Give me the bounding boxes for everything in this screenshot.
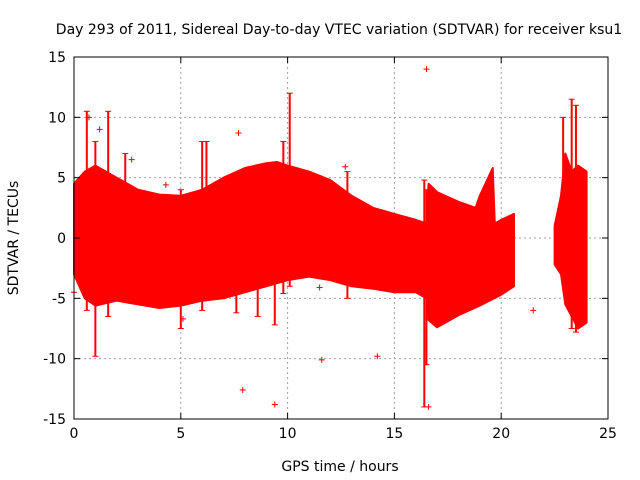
data-band-late	[553, 152, 588, 330]
axis-ticks: 0 5 10 15 20 25 -15 -10 -5 0 5 10 15	[43, 50, 617, 442]
data-point	[128, 156, 135, 163]
data-point	[342, 163, 349, 170]
data-point	[530, 307, 537, 314]
y-tick-label: 10	[48, 110, 66, 126]
data-point	[423, 66, 430, 73]
y-tick-label: 15	[48, 50, 66, 66]
data-point	[239, 387, 246, 394]
y-tick-label: -5	[52, 291, 66, 307]
x-tick-label: 10	[279, 426, 297, 442]
data-point	[96, 126, 103, 133]
data-point	[162, 181, 169, 188]
chart-title: Day 293 of 2011, Sidereal Day-to-day VTE…	[56, 22, 622, 38]
x-axis-label: GPS time / hours	[281, 459, 398, 475]
data-point	[85, 114, 92, 121]
data-marks	[71, 66, 588, 410]
y-tick-label: -10	[43, 352, 66, 368]
y-tick-label: 5	[57, 171, 66, 187]
x-tick-label: 15	[385, 426, 403, 442]
data-point	[179, 315, 186, 322]
data-point	[318, 356, 325, 363]
y-tick-label: -15	[43, 412, 66, 428]
data-band	[73, 161, 515, 329]
y-tick-label: 0	[57, 231, 66, 247]
data-point	[235, 130, 242, 137]
data-point	[316, 284, 323, 291]
data-point	[374, 353, 381, 360]
x-tick-label: 0	[70, 426, 79, 442]
y-axis-label: SDTVAR / TECUs	[6, 181, 22, 296]
x-tick-label: 25	[599, 426, 617, 442]
x-tick-label: 20	[492, 426, 510, 442]
data-point	[425, 403, 432, 410]
data-point	[271, 401, 278, 408]
x-tick-label: 5	[176, 426, 185, 442]
